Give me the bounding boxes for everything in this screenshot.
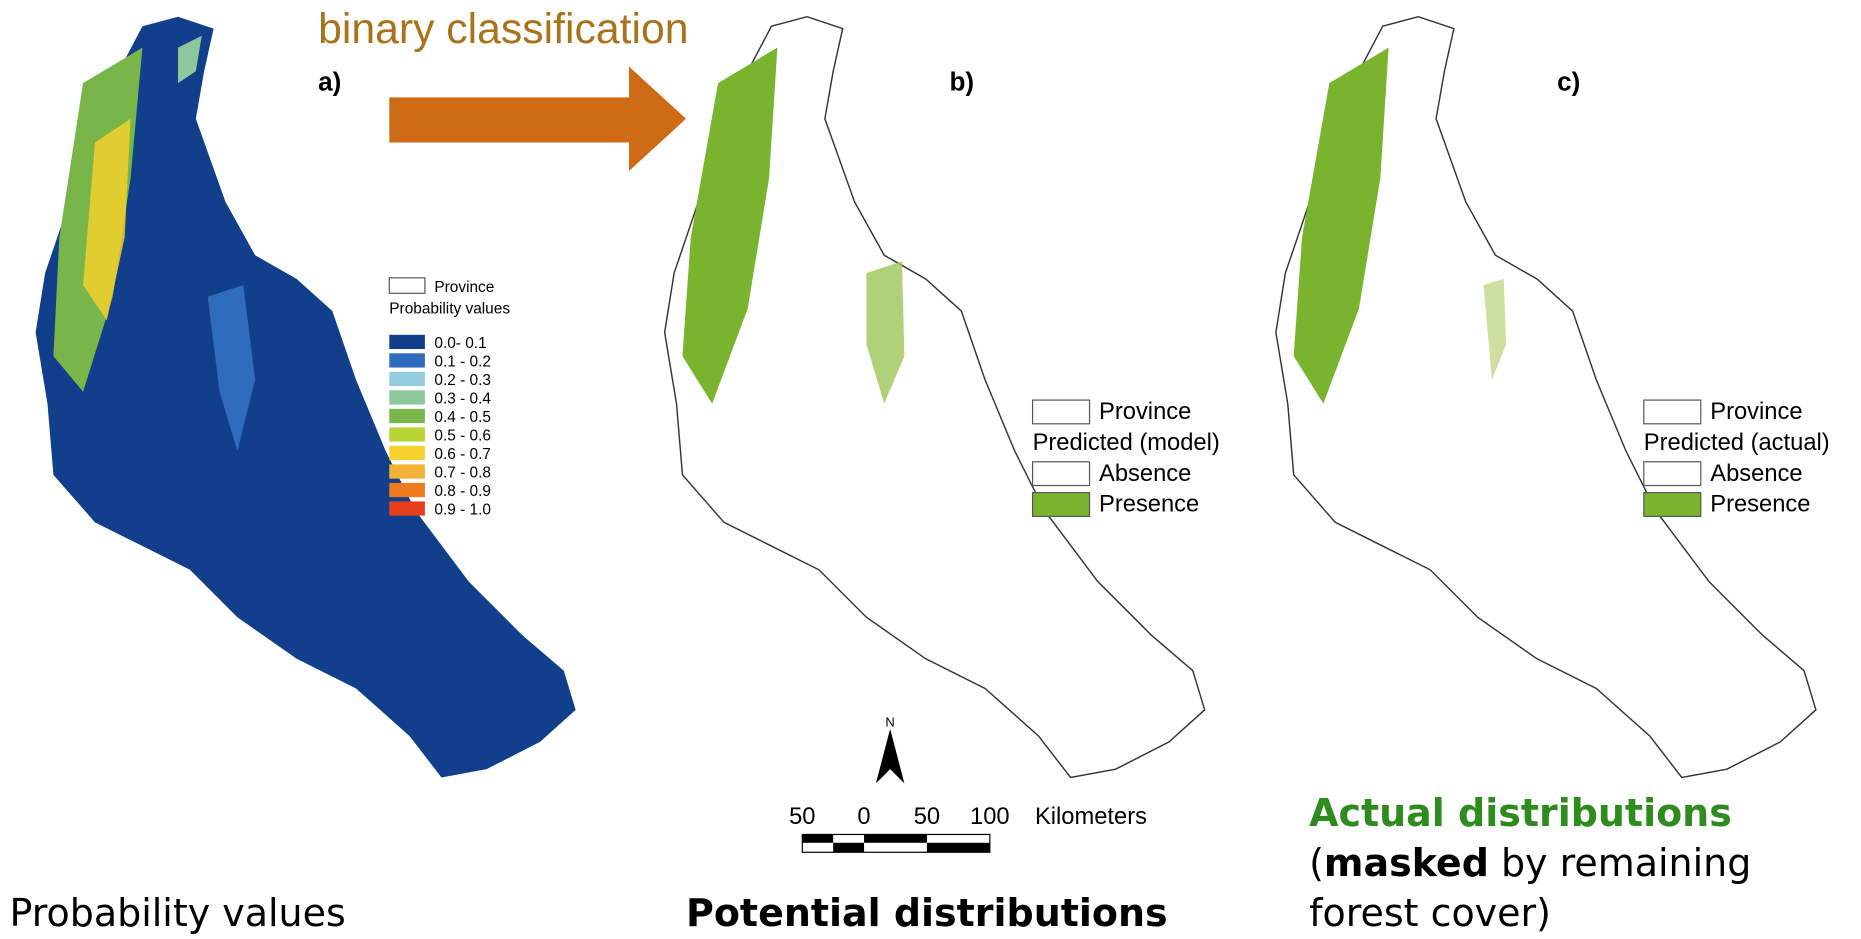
legend-text: Province <box>1710 399 1802 425</box>
figure: binary classification a) Province Probab… <box>0 0 1861 939</box>
scale-unit: Kilometers <box>1035 804 1147 830</box>
north-label: N <box>885 714 894 729</box>
legend-swatch <box>1644 400 1701 424</box>
legend-swatch <box>389 427 425 441</box>
legend-title: Probability values <box>389 300 510 317</box>
legend-swatch <box>1033 493 1090 517</box>
arrow-label: binary classification <box>318 5 688 53</box>
legend-swatch <box>1033 400 1090 424</box>
legend-swatch <box>389 464 425 478</box>
scale-seg <box>864 834 927 842</box>
legend-text: Absence <box>1710 461 1802 487</box>
legend-swatch <box>389 501 425 515</box>
legend-text: 0.9 - 1.0 <box>434 501 491 518</box>
legend-text: 0.1 - 0.2 <box>434 353 491 370</box>
legend-text: Absence <box>1099 461 1191 487</box>
map-a: a) Province Probability values 0.0- 0.10… <box>9 17 575 935</box>
legend-text: 0.7 - 0.8 <box>434 464 491 481</box>
panel-label: b) <box>949 66 974 96</box>
legend-swatch <box>389 390 425 404</box>
scale-seg <box>833 843 864 852</box>
scale-label: 50 <box>789 804 815 830</box>
legend-text: 0.4 - 0.5 <box>434 409 491 426</box>
caption: (masked by remaining <box>1309 841 1751 885</box>
legend-swatch <box>389 335 425 349</box>
caption-part: by remaining <box>1489 841 1751 885</box>
legend-swatch <box>1644 462 1701 486</box>
scale-labels: 50 0 50 100 Kilometers <box>789 804 1147 830</box>
legend-text: 0.0- 0.1 <box>434 335 486 352</box>
legend-swatch <box>389 353 425 367</box>
legend-title: Predicted (model) <box>1033 430 1220 456</box>
caption: Actual distributions <box>1309 791 1732 835</box>
legend-text: 0.8 - 0.9 <box>434 483 491 500</box>
legend-swatch <box>389 278 425 293</box>
panel-label: a) <box>318 66 341 96</box>
caption-part: ( <box>1309 841 1324 885</box>
legend-swatch <box>1033 462 1090 486</box>
scale-label: 100 <box>970 804 1010 830</box>
legend-text: Province <box>1099 399 1191 425</box>
caption: Probability values <box>9 891 345 935</box>
caption: Potential distributions <box>686 891 1168 935</box>
arrow <box>389 67 686 171</box>
legend-text: Presence <box>1710 492 1810 518</box>
map-b: b) Province Predicted (model) Absence Pr… <box>665 17 1220 935</box>
caption: forest cover) <box>1309 891 1551 935</box>
legend-swatch <box>389 409 425 423</box>
caption-part: masked <box>1324 841 1489 885</box>
legend-text: 0.2 - 0.3 <box>434 372 491 389</box>
scale-seg <box>802 834 833 842</box>
legend-text: 0.3 - 0.4 <box>434 390 491 407</box>
north-arrow <box>876 729 904 784</box>
scale-label: 50 <box>914 804 940 830</box>
legend-text: Presence <box>1099 492 1199 518</box>
legend-classes: 0.0- 0.10.1 - 0.2 0.2 - 0.30.3 - 0.4 0.4 -… <box>389 335 491 519</box>
panel-label: c) <box>1557 66 1580 96</box>
legend-swatch <box>389 483 425 497</box>
scale-seg <box>927 843 990 852</box>
legend-text: 0.5 - 0.6 <box>434 427 491 444</box>
scale-label: 0 <box>857 804 870 830</box>
legend-title: Predicted (actual) <box>1644 430 1830 456</box>
map-c: c) Province Predicted (actual) Absence P… <box>1276 17 1830 935</box>
legend-swatch <box>389 372 425 386</box>
legend-swatch <box>1644 493 1701 517</box>
legend-text: 0.6 - 0.7 <box>434 446 491 463</box>
legend-text: Province <box>434 279 494 296</box>
legend-swatch <box>389 446 425 460</box>
